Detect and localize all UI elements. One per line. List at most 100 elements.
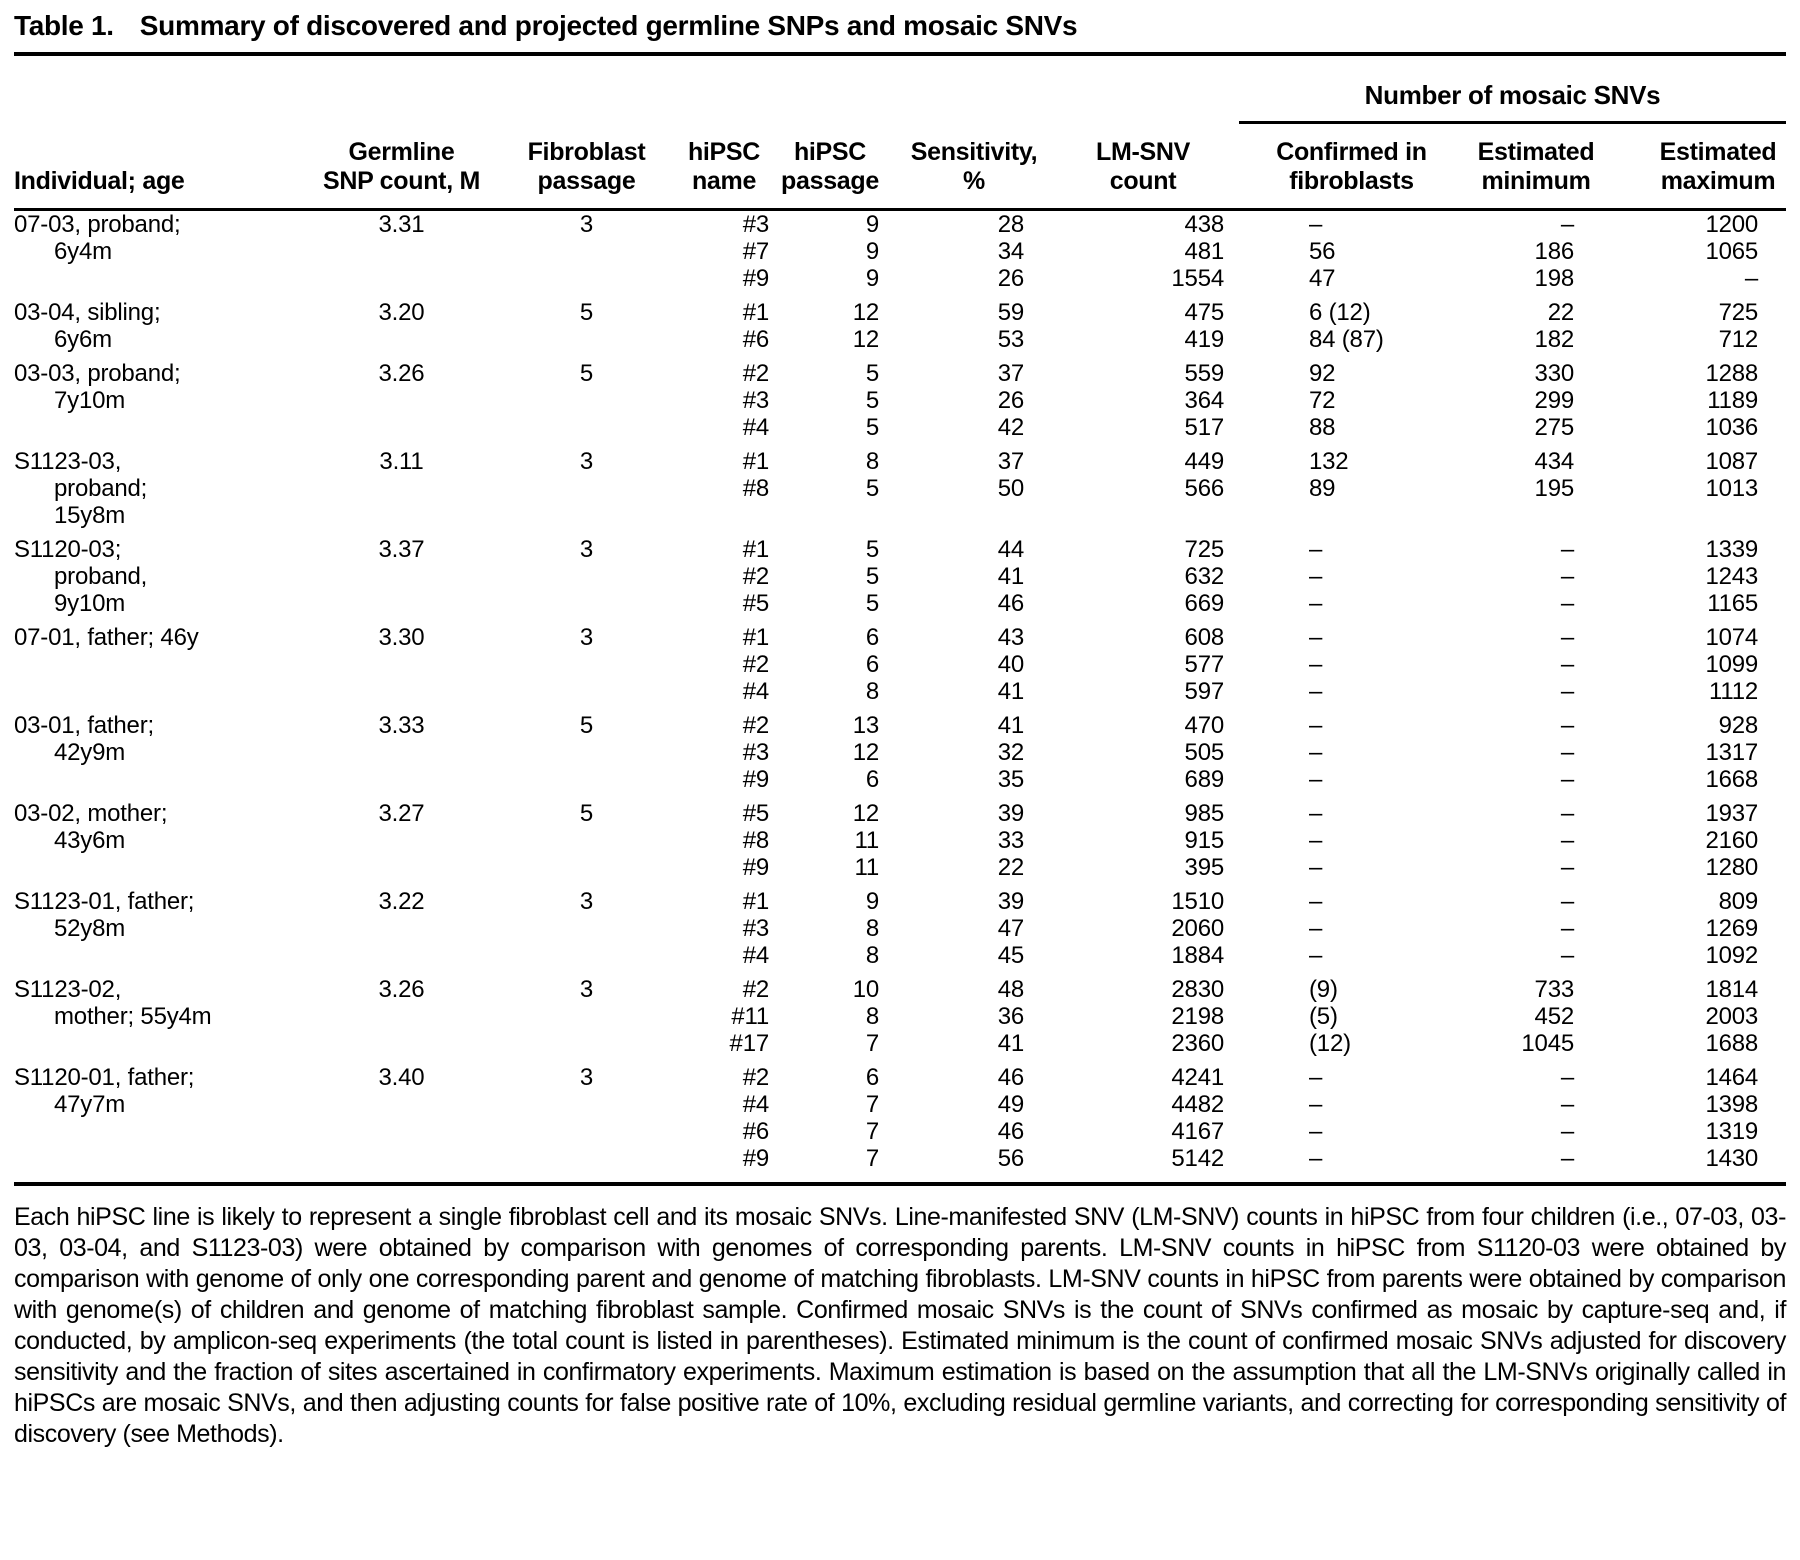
cell-hipsc-passage: 6 [865, 1064, 879, 1091]
cell-estimated-minimum: – [1560, 712, 1574, 739]
cell-hipsc-name: #1 [742, 448, 769, 475]
cell-germline-snp-count: 3.27 [378, 800, 425, 827]
cell-estimated-maximum: 712 [1718, 326, 1759, 353]
table-row: 03-01, father; 3.33 5 #2 13 41 470 – – 928 [14, 705, 1786, 739]
table-row: #17 7 41 2360 (12) 1045 1688 [14, 1030, 1786, 1057]
cell-germline-snp-count [309, 854, 494, 881]
cell-sensitivity: 49 [997, 1091, 1024, 1118]
cell-hipsc-name: #2 [742, 563, 769, 590]
cell-germline-snp-count: 3.37 [378, 536, 425, 563]
cell-hipsc-name: #8 [742, 827, 769, 854]
cell-sensitivity: 48 [997, 976, 1024, 1003]
cell-individual-age: S1123-03, [14, 448, 122, 475]
cell-estimated-maximum: 1165 [1707, 590, 1759, 617]
header-individual-age: Individual; age [14, 56, 309, 211]
cell-confirmed-in-fibroblasts: 84 (87) [1309, 326, 1384, 353]
cell-fibroblast-passage [494, 854, 679, 881]
table-row: 03-02, mother; 3.27 5 #5 12 39 985 – – 1937 [14, 793, 1786, 827]
cell-sensitivity: 39 [997, 888, 1024, 915]
cell-estimated-minimum: – [1560, 854, 1574, 881]
cell-sensitivity: 59 [997, 299, 1024, 326]
cell-germline-snp-count [309, 502, 494, 529]
cell-individual-age: 03-04, sibling; [14, 299, 161, 326]
cell-germline-snp-count [309, 678, 494, 705]
cell-hipsc-passage: 9 [865, 888, 879, 915]
cell-hipsc-name: #2 [742, 712, 769, 739]
table-footnote: Each hiPSC line is likely to represent a… [14, 1203, 1786, 1448]
cell-lm-snv-count: 419 [1184, 326, 1225, 353]
cell-individual-age: S1123-02, [14, 976, 122, 1003]
cell-estimated-maximum: 1688 [1705, 1030, 1759, 1057]
cell-hipsc-passage: 5 [865, 387, 879, 414]
cell-fibroblast-passage [494, 1030, 679, 1057]
cell-hipsc-passage: 5 [865, 563, 879, 590]
cell-confirmed-in-fibroblasts: – [1309, 563, 1323, 590]
cell-lm-snv-count: 559 [1184, 360, 1225, 387]
cell-estimated-maximum [1624, 502, 1786, 529]
table-row: S1123-02, 3.26 3 #2 10 48 2830 (9) 733 1814 [14, 969, 1786, 1003]
cell-lm-snv-count: 364 [1184, 387, 1225, 414]
cell-fibroblast-passage [494, 590, 679, 617]
cell-fibroblast-passage [494, 1091, 679, 1118]
cell-germline-snp-count: 3.22 [378, 888, 425, 915]
cell-germline-snp-count [309, 414, 494, 441]
cell-confirmed-in-fibroblasts: – [1309, 624, 1323, 651]
cell-confirmed-in-fibroblasts: 89 [1309, 475, 1336, 502]
cell-fibroblast-passage: 3 [579, 536, 594, 563]
cell-estimated-minimum: 1045 [1521, 1030, 1574, 1057]
cell-germline-snp-count [309, 590, 494, 617]
table-row: #9 9 26 1554 47 198 – [14, 265, 1786, 292]
cell-lm-snv-count: 669 [1184, 590, 1225, 617]
cell-lm-snv-count: 2830 [1171, 976, 1224, 1003]
cell-germline-snp-count [309, 1091, 494, 1118]
cell-lm-snv-count: 475 [1184, 299, 1225, 326]
cell-fibroblast-passage [494, 414, 679, 441]
cell-hipsc-passage [779, 502, 909, 529]
cell-fibroblast-passage [494, 326, 679, 353]
header-hipsc-passage: hiPSC passage [779, 56, 909, 211]
cell-estimated-maximum: 725 [1718, 299, 1759, 326]
cell-fibroblast-passage: 3 [579, 888, 594, 915]
cell-lm-snv-count: 2198 [1171, 1003, 1224, 1030]
cell-fibroblast-passage [494, 766, 679, 793]
cell-lm-snv-count: 470 [1184, 712, 1225, 739]
cell-estimated-minimum: – [1560, 1118, 1574, 1145]
cell-hipsc-passage: 8 [865, 1003, 879, 1030]
cell-estimated-minimum: – [1560, 1064, 1574, 1091]
cell-fibroblast-passage [494, 827, 679, 854]
cell-fibroblast-passage: 3 [579, 448, 594, 475]
cell-estimated-maximum: 1087 [1705, 448, 1759, 475]
cell-lm-snv-count: 2360 [1171, 1030, 1224, 1057]
cell-estimated-maximum: 1319 [1705, 1118, 1759, 1145]
cell-confirmed-in-fibroblasts: (12) [1309, 1030, 1351, 1057]
cell-hipsc-name: #6 [742, 326, 769, 353]
cell-hipsc-name: #4 [742, 414, 769, 441]
cell-estimated-minimum: – [1560, 624, 1574, 651]
cell-lm-snv-count [1059, 502, 1239, 529]
cell-estimated-minimum: 299 [1534, 387, 1575, 414]
cell-confirmed-in-fibroblasts: – [1309, 1091, 1323, 1118]
table-row: 7y10m #3 5 26 364 72 299 1189 [14, 387, 1786, 414]
cell-hipsc-passage: 7 [865, 1145, 879, 1172]
cell-estimated-maximum: 1013 [1705, 475, 1759, 502]
cell-fibroblast-passage [494, 942, 679, 969]
cell-confirmed-in-fibroblasts: – [1309, 888, 1323, 915]
cell-sensitivity: 26 [997, 387, 1024, 414]
cell-hipsc-name: #7 [742, 238, 769, 265]
cell-hipsc-name: #3 [742, 211, 769, 238]
cell-estimated-minimum: 182 [1534, 326, 1575, 353]
table-row: #9 7 56 5142 – – 1430 [14, 1145, 1786, 1172]
cell-germline-snp-count: 3.11 [379, 448, 424, 475]
cell-fibroblast-passage: 5 [579, 712, 594, 739]
cell-individual-age [14, 678, 309, 705]
cell-hipsc-passage: 12 [852, 299, 879, 326]
cell-confirmed-in-fibroblasts: – [1309, 942, 1323, 969]
cell-lm-snv-count: 517 [1184, 414, 1225, 441]
cell-sensitivity: 34 [997, 238, 1024, 265]
header-confirmed-in-fibroblasts: Confirmed in fibroblasts [1239, 122, 1464, 211]
cell-germline-snp-count [309, 265, 494, 292]
cell-germline-snp-count: 3.26 [378, 976, 425, 1003]
cell-hipsc-passage: 13 [852, 712, 879, 739]
cell-hipsc-passage: 8 [865, 678, 879, 705]
cell-fibroblast-passage: 5 [579, 360, 594, 387]
